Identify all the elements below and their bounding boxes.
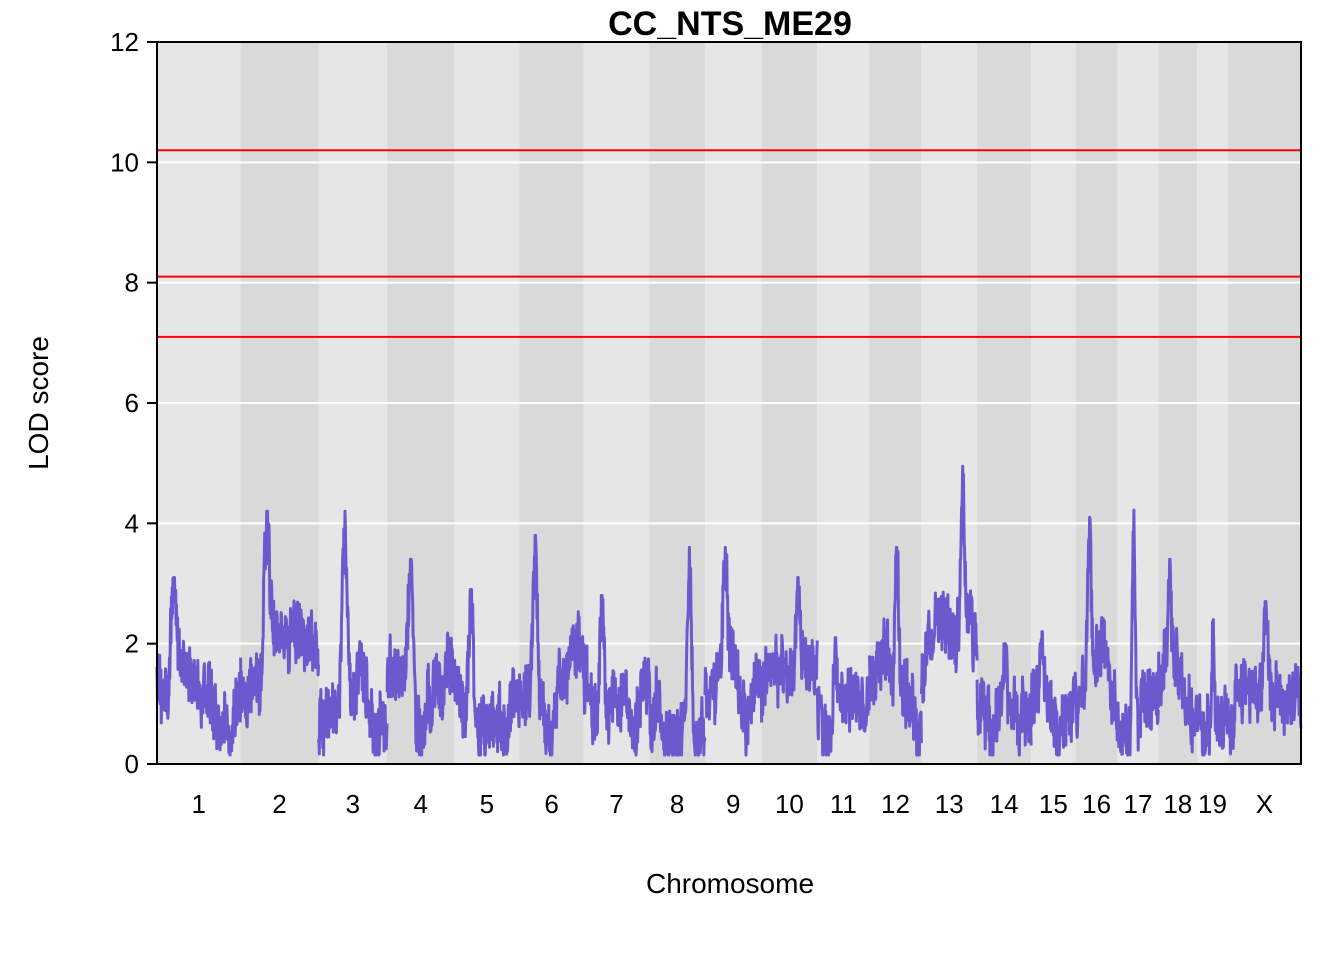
x-tick-label-7: 7 (609, 789, 623, 819)
y-tick-label-10: 10 (110, 147, 139, 177)
x-tick-label-10: 10 (775, 789, 804, 819)
x-tick-label-1: 1 (192, 789, 206, 819)
x-tick-label-8: 8 (670, 789, 684, 819)
y-tick-label-6: 6 (125, 388, 139, 418)
lod-score-line (155, 464, 1303, 757)
threshold-lines (157, 149, 1301, 338)
x-tick-label-18: 18 (1163, 789, 1192, 819)
x-tick-label-5: 5 (480, 789, 494, 819)
y-tick-label-8: 8 (125, 268, 139, 298)
x-axis: 1 2 3 4 5 6 7 8 9 10 11 12 13 14 15 16 17 18 19 X (192, 789, 1273, 819)
x-tick-label-3: 3 (346, 789, 360, 819)
y-axis-title: LOD score (23, 336, 54, 470)
x-tick-label-4: 4 (413, 789, 427, 819)
x-tick-label-2: 2 (272, 789, 286, 819)
x-tick-label-X: X (1256, 789, 1273, 819)
y-tick-label-2: 2 (125, 629, 139, 659)
x-tick-label-9: 9 (726, 789, 740, 819)
x-tick-label-13: 13 (935, 789, 964, 819)
y-axis: 0 2 4 6 8 10 12 (110, 27, 157, 779)
x-tick-label-11: 11 (830, 789, 857, 819)
x-tick-label-15: 15 (1039, 789, 1068, 819)
chart-title: CC_NTS_ME29 (608, 5, 852, 43)
y-tick-label-0: 0 (125, 749, 139, 779)
x-tick-label-17: 17 (1124, 789, 1153, 819)
x-tick-label-12: 12 (881, 789, 910, 819)
x-tick-label-14: 14 (990, 789, 1019, 819)
x-axis-title: Chromosome (646, 868, 814, 899)
y-tick-label-4: 4 (125, 508, 139, 538)
x-tick-label-19: 19 (1198, 789, 1227, 819)
x-tick-label-16: 16 (1082, 789, 1111, 819)
y-tick-label-12: 12 (110, 27, 139, 57)
x-tick-label-6: 6 (544, 789, 558, 819)
